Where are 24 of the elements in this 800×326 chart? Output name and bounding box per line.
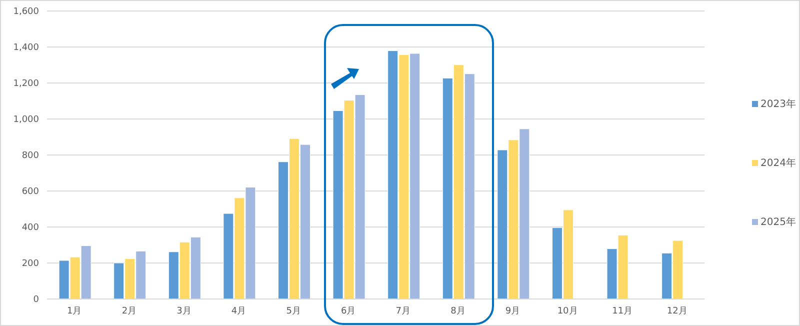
x-tick-label: 7月	[396, 306, 411, 316]
x-tick-label: 3月	[176, 306, 192, 316]
y-tick-label: 200	[22, 259, 40, 270]
x-tick-label: 12月	[666, 306, 688, 316]
x-tick-label: 2月	[122, 306, 137, 316]
y-tick-label: 0	[33, 295, 40, 306]
x-tick-label: 9月	[505, 306, 520, 316]
x-tick-label: 8月	[450, 306, 466, 316]
legend-label: 2024年	[760, 157, 796, 170]
x-tick-label: 10月	[557, 306, 578, 316]
x-tick-label: 4月	[231, 306, 246, 316]
legend-label: 2023年	[760, 98, 796, 111]
y-tick-label: 1,600	[13, 7, 40, 18]
y-tick-label: 600	[22, 187, 40, 198]
y-tick-label: 400	[22, 223, 40, 234]
y-tick-label: 1,000	[13, 115, 40, 126]
x-tick-label: 6月	[341, 306, 356, 316]
y-tick-label: 800	[22, 151, 40, 162]
x-tick-label: 11月	[612, 306, 633, 316]
x-tick-label: 1月	[67, 306, 82, 316]
x-tick-label: 5月	[286, 306, 301, 316]
legend-label: 2025年	[760, 216, 796, 229]
y-tick-label: 1,200	[13, 79, 40, 90]
y-tick-label: 1,400	[13, 43, 40, 54]
